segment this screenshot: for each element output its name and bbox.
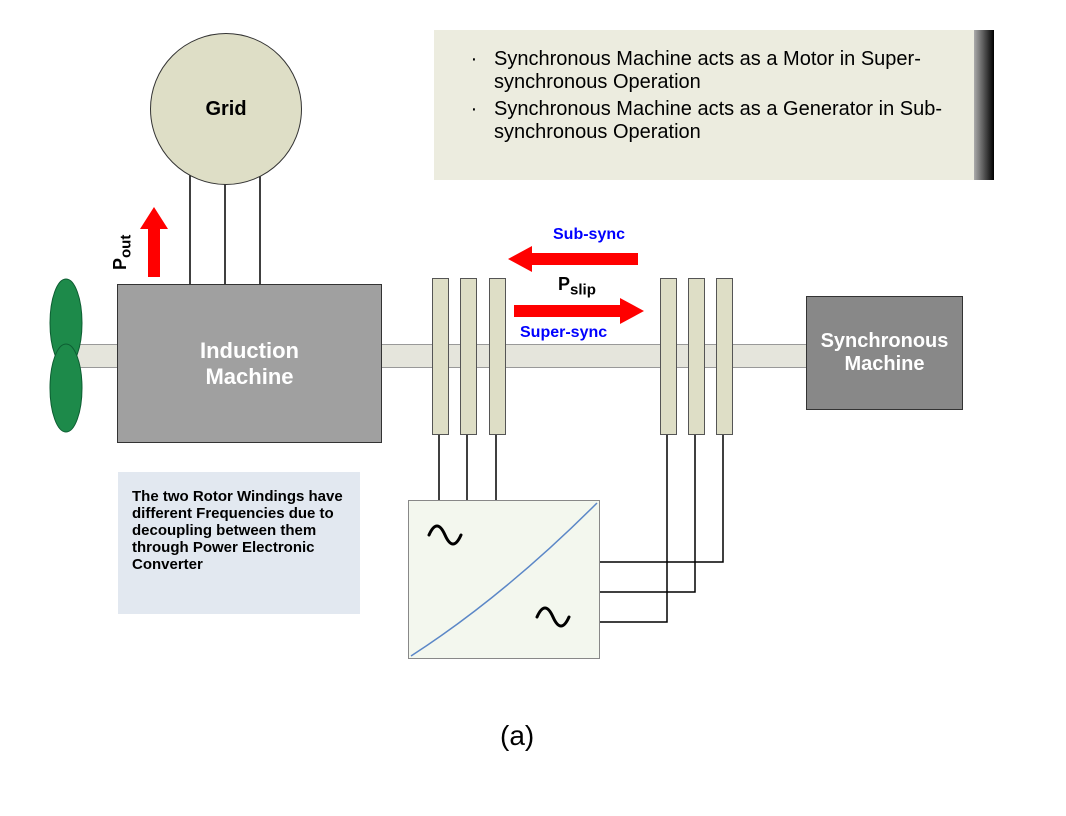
note-right-item-1: Synchronous Machine acts as a Motor in S…: [494, 48, 954, 94]
slipring-1b: [460, 278, 477, 435]
p-out-label: Pout: [110, 235, 135, 270]
super-sync-label: Super-sync: [520, 324, 607, 342]
slipring-2b: [688, 278, 705, 435]
slipring-1c: [489, 278, 506, 435]
turbine-blades: [26, 275, 106, 435]
sync-label-1: Synchronous: [821, 330, 949, 353]
super-sync-arrow: [506, 296, 646, 326]
slipring-2a: [660, 278, 677, 435]
induction-machine: Induction Machine: [117, 284, 382, 443]
sync-label-2: Machine: [821, 353, 949, 376]
induction-label-1: Induction: [200, 338, 299, 364]
note-right-shadow: [974, 30, 994, 180]
note-left: The two Rotor Windings have different Fr…: [118, 472, 360, 614]
note-right-item-2: Synchronous Machine acts as a Generator …: [494, 98, 954, 144]
p-out-arrow: [134, 205, 174, 285]
p-slip-label: Pslip: [558, 274, 596, 299]
induction-label-2: Machine: [200, 364, 299, 390]
grid-node: Grid: [150, 33, 302, 185]
sub-sync-label: Sub-sync: [553, 226, 625, 244]
slipring-1a: [432, 278, 449, 435]
caption: (a): [500, 720, 534, 752]
grid-label: Grid: [205, 98, 246, 121]
note-right: Synchronous Machine acts as a Motor in S…: [434, 30, 974, 180]
sub-sync-arrow: [506, 244, 646, 274]
synchronous-machine: Synchronous Machine: [806, 296, 963, 410]
slipring-2c: [716, 278, 733, 435]
converter-box: [408, 500, 600, 659]
